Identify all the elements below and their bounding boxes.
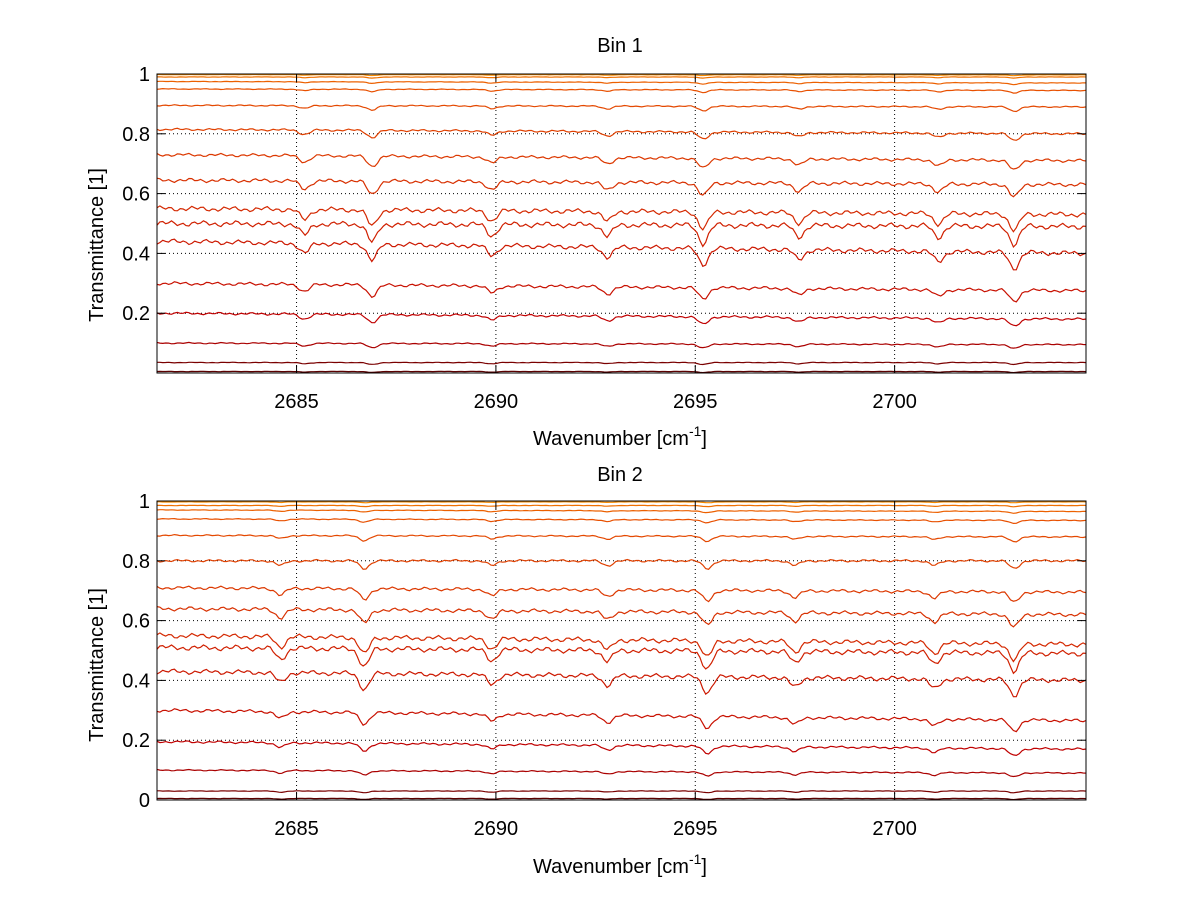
- y-tick-label: 0.6: [122, 184, 150, 206]
- series-line: [156, 311, 1087, 327]
- series-group: [156, 73, 1087, 374]
- series-line: [156, 80, 1087, 86]
- x-axis-label-end: ]: [701, 856, 707, 878]
- series-line: [156, 341, 1087, 349]
- series-line: [156, 370, 1087, 374]
- x-axis-label: Wavenumber [cm-1]: [533, 423, 707, 450]
- series-line: [157, 790, 1087, 794]
- y-tick-label: 0.6: [122, 611, 150, 633]
- x-tick-label: 2700: [872, 391, 917, 413]
- chart-bin-1: Bin 1 2685 2690 2695 2700 0.2 0.4 0.6 0.8 1 Tran…: [86, 35, 1087, 450]
- series-line: [156, 797, 1087, 801]
- y-axis-label: Transmittance [1]: [86, 588, 108, 742]
- x-tick-label: 2690: [474, 818, 519, 840]
- series-line: [156, 517, 1087, 525]
- series-line: [156, 668, 1087, 698]
- y-tick-label: 1: [139, 64, 150, 86]
- y-tick-label: 0: [139, 790, 150, 812]
- series-line: [156, 606, 1087, 628]
- series-line: [156, 708, 1087, 733]
- axes-box: [156, 73, 1087, 374]
- series-line: [156, 152, 1087, 170]
- series-group: [156, 501, 1087, 801]
- x-axis-label-end: ]: [701, 428, 707, 450]
- x-tick-label: 2685: [274, 818, 319, 840]
- tick-group: 2685 2690 2695 2700 0 0.2 0.4 0.6 0.8 1: [122, 491, 1086, 840]
- series-line: [157, 501, 1087, 504]
- y-tick-label: 0.2: [122, 730, 150, 752]
- series-line: [156, 533, 1087, 543]
- series-line: [156, 740, 1087, 757]
- chart-title: Bin 1: [597, 35, 643, 57]
- y-tick-label: 0.2: [122, 303, 150, 325]
- y-tick-label: 0.4: [122, 243, 150, 265]
- y-tick-label: 0.4: [122, 670, 150, 692]
- axes-box: [156, 500, 1087, 801]
- x-axis-label: Wavenumber [cm-1]: [533, 851, 707, 878]
- series-line: [156, 504, 1087, 508]
- series-line: [156, 87, 1087, 94]
- series-line: [156, 76, 1087, 79]
- series-line: [156, 220, 1087, 249]
- y-axis-label: Transmittance [1]: [86, 168, 108, 322]
- series-line: [156, 205, 1087, 233]
- y-tick-label: 0.8: [122, 551, 150, 573]
- series-line: [156, 281, 1087, 303]
- tick-group: 2685 2690 2695 2700 0.2 0.4 0.6 0.8 1: [122, 64, 1086, 413]
- series-line: [156, 127, 1087, 141]
- series-line: [156, 177, 1087, 198]
- series-line: [156, 585, 1087, 603]
- series-line: [156, 238, 1087, 271]
- x-tick-label: 2700: [872, 818, 917, 840]
- x-tick-label: 2690: [474, 391, 519, 413]
- y-tick-label: 0.8: [122, 124, 150, 146]
- series-line: [157, 73, 1087, 77]
- x-axis-label-text: Wavenumber [cm: [533, 428, 689, 450]
- chart-title: Bin 2: [597, 464, 643, 486]
- series-line: [156, 768, 1087, 778]
- x-tick-label: 2695: [673, 391, 718, 413]
- x-axis-label-superscript: -1: [689, 851, 702, 867]
- series-line: [156, 632, 1087, 663]
- series-line: [156, 644, 1087, 675]
- chart-bin-2: Bin 2 2685 2690 2695 2700 0 0.2 0.4 0.6 0.8 1 Tra…: [86, 464, 1087, 878]
- x-tick-label: 2695: [673, 818, 718, 840]
- series-line: [156, 558, 1087, 570]
- x-axis-label-text: Wavenumber [cm: [533, 856, 689, 878]
- series-line: [156, 509, 1087, 514]
- y-tick-label: 1: [139, 491, 150, 513]
- series-line: [156, 104, 1087, 113]
- x-axis-label-superscript: -1: [689, 423, 702, 439]
- x-tick-label: 2685: [274, 391, 319, 413]
- series-line: [157, 361, 1087, 366]
